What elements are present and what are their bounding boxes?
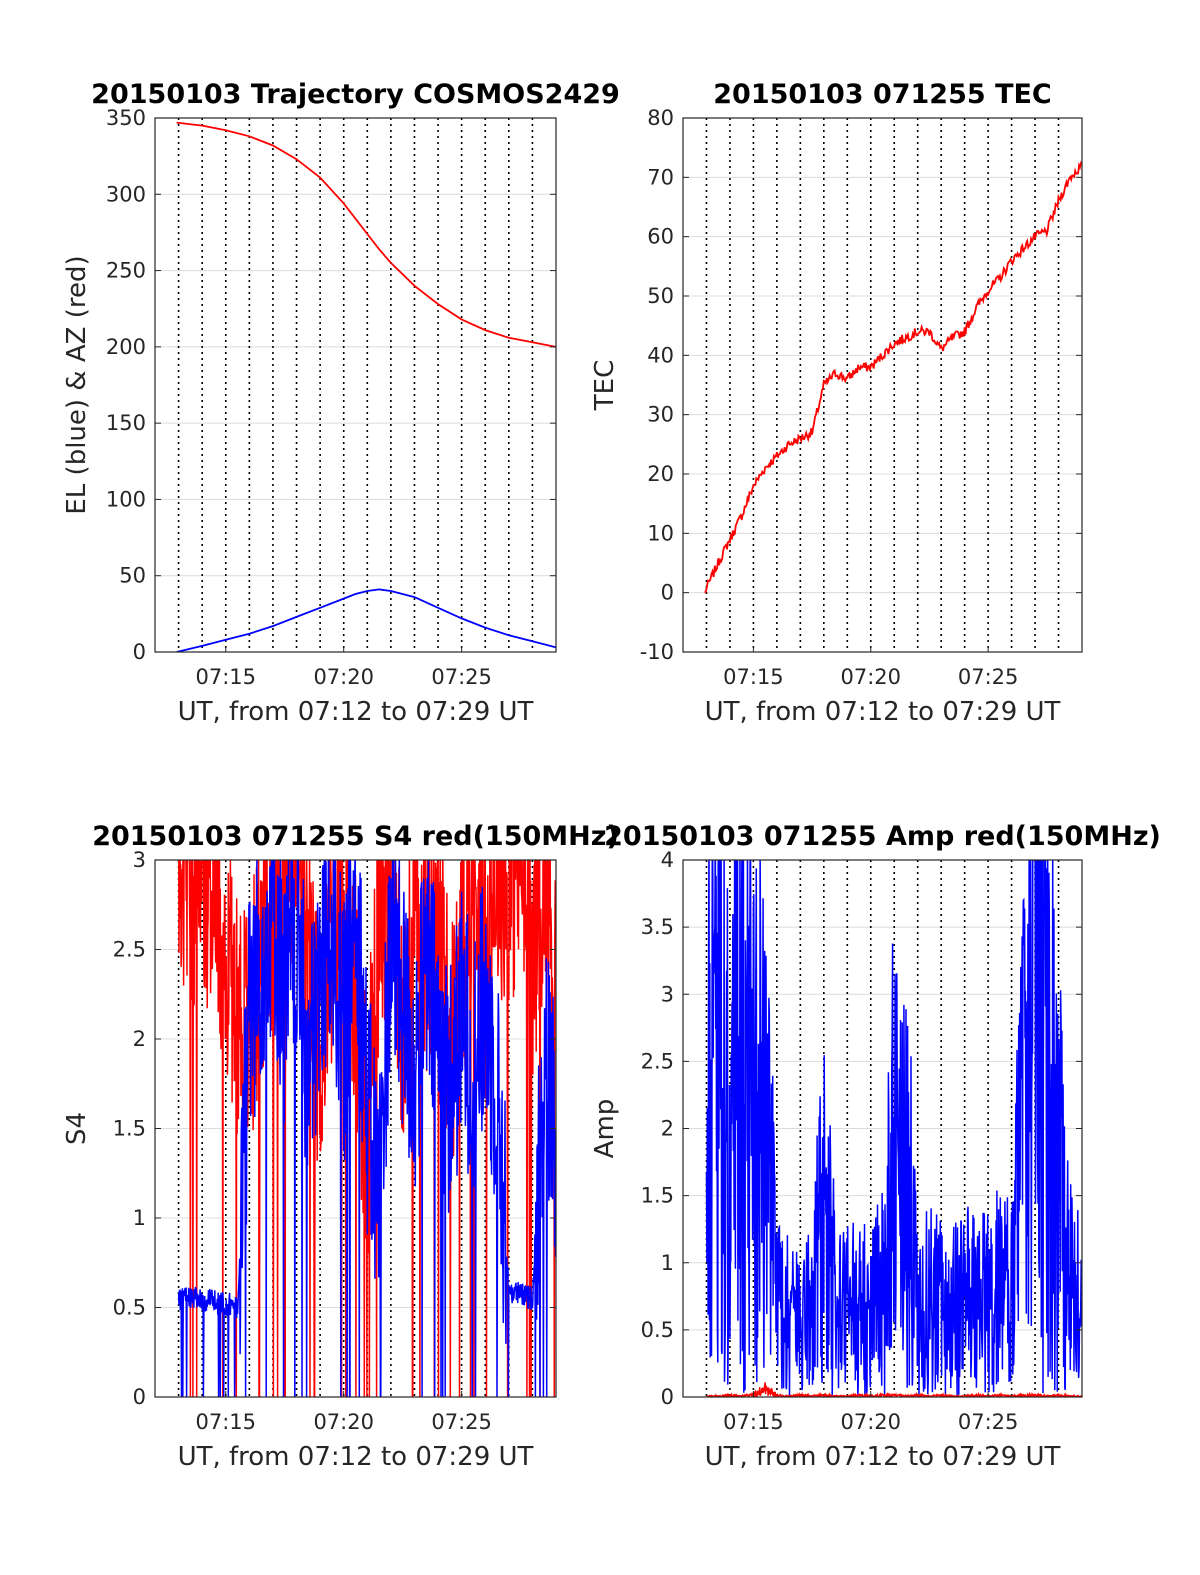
- y-tick-label: 60: [647, 225, 674, 249]
- y-tick-label: 0.5: [113, 1296, 146, 1320]
- series-group: [177, 860, 556, 1397]
- series-line-2: [176, 588, 556, 652]
- panel-3: 0 0.5 1 1.5 2 2.5 3 07:15 07:20 07:25 20150103 071…: [62, 821, 619, 1472]
- y-tick-label: 250: [106, 259, 146, 283]
- y-tick-label: 0.5: [641, 1318, 674, 1342]
- y-tick-label: 70: [647, 165, 674, 189]
- x-tick-label: 07:20: [313, 665, 374, 689]
- y-tick-label: 20: [647, 462, 674, 486]
- y-tick-label: 0: [133, 640, 146, 664]
- axes-frame: [682, 117, 1083, 653]
- x-axis-label: UT, from 07:12 to 07:29 UT: [705, 1442, 1061, 1472]
- series-line-2: [177, 860, 556, 1397]
- y-axis-label: EL (blue) & AZ (red): [62, 255, 92, 514]
- series-group: [176, 121, 556, 652]
- chart-title: 20150103 071255 S4 red(150MHz): [92, 821, 619, 852]
- y-axis-label: S4: [62, 1112, 92, 1145]
- plot-area: [155, 118, 556, 652]
- y-tick-label: 0: [661, 1385, 674, 1409]
- y-tick-label: 40: [647, 343, 674, 367]
- y-tick-label: 3.5: [641, 915, 674, 939]
- chart-title: 20150103 071255 TEC: [713, 79, 1052, 110]
- series-line-1: [176, 121, 556, 348]
- chart-title: 20150103 Trajectory COSMOS2429: [91, 79, 620, 110]
- y-tick-label: 10: [647, 521, 674, 545]
- x-axis-label: UT, from 07:12 to 07:29 UT: [178, 1442, 534, 1472]
- axes-frame: [154, 117, 557, 653]
- y-axis-label: Amp: [590, 1099, 620, 1159]
- y-tick-label: 3: [133, 848, 146, 872]
- y-tick-label: 50: [119, 564, 146, 588]
- y-axis-label: TEC: [590, 360, 620, 411]
- y-tick-label: 300: [106, 182, 146, 206]
- series-group: [704, 160, 1082, 594]
- x-tick-label: 07:15: [195, 1410, 256, 1434]
- series-line-1: [178, 860, 556, 1397]
- x-tick-label: 07:25: [431, 665, 492, 689]
- y-tick-label: 3: [661, 982, 674, 1006]
- y-tick-label: 0: [133, 1385, 146, 1409]
- y-tick-label: 1.5: [641, 1184, 674, 1208]
- y-tick-label: 2.5: [113, 938, 146, 962]
- panel-2: -10 0 10 20 30 40 50 60 70 80 07:15 07:20 07:25 20150…: [590, 79, 1083, 727]
- y-tick-label: -10: [640, 640, 674, 664]
- series-line-1: [705, 860, 1082, 1397]
- y-tick-label: 1.5: [113, 1117, 146, 1141]
- y-tick-label: 2: [661, 1117, 674, 1141]
- x-tick-label: 07:25: [958, 665, 1019, 689]
- x-tick-label: 07:20: [840, 665, 901, 689]
- y-tick-label: 0: [661, 581, 674, 605]
- panel-1: 0 50 100 150 200 250 300 350 07:15 07:20 07:25 2015…: [62, 79, 620, 727]
- y-tick-label: 350: [106, 106, 146, 130]
- y-tick-label: 100: [106, 487, 146, 511]
- x-axis-label: UT, from 07:12 to 07:29 UT: [178, 697, 534, 727]
- x-tick-label: 07:25: [958, 1410, 1019, 1434]
- y-tick-label: 80: [647, 106, 674, 130]
- chart-title: 20150103 071255 Amp red(150MHz): [604, 821, 1161, 852]
- series-line-2: [706, 1382, 1082, 1397]
- series-group: [705, 860, 1082, 1397]
- panel-4: 0 0.5 1 1.5 2 2.5 3 3.5 4 07:15 07:20 07:25 20150103…: [590, 821, 1161, 1472]
- plot-area: [683, 118, 1082, 652]
- x-tick-label: 07:15: [723, 1410, 784, 1434]
- x-axis-label: UT, from 07:12 to 07:29 UT: [705, 697, 1061, 727]
- x-tick-label: 07:25: [431, 1410, 492, 1434]
- x-tick-label: 07:20: [313, 1410, 374, 1434]
- y-tick-label: 200: [106, 335, 146, 359]
- y-tick-label: 30: [647, 403, 674, 427]
- x-tick-label: 07:15: [195, 665, 256, 689]
- y-tick-label: 50: [647, 284, 674, 308]
- y-tick-label: 1: [661, 1251, 674, 1275]
- y-tick-label: 150: [106, 411, 146, 435]
- series-line-1: [704, 160, 1082, 594]
- y-tick-label: 4: [661, 848, 674, 872]
- y-tick-label: 1: [133, 1206, 146, 1230]
- y-tick-label: 2: [133, 1027, 146, 1051]
- x-tick-label: 07:15: [723, 665, 784, 689]
- y-tick-label: 2.5: [641, 1049, 674, 1073]
- x-tick-label: 07:20: [840, 1410, 901, 1434]
